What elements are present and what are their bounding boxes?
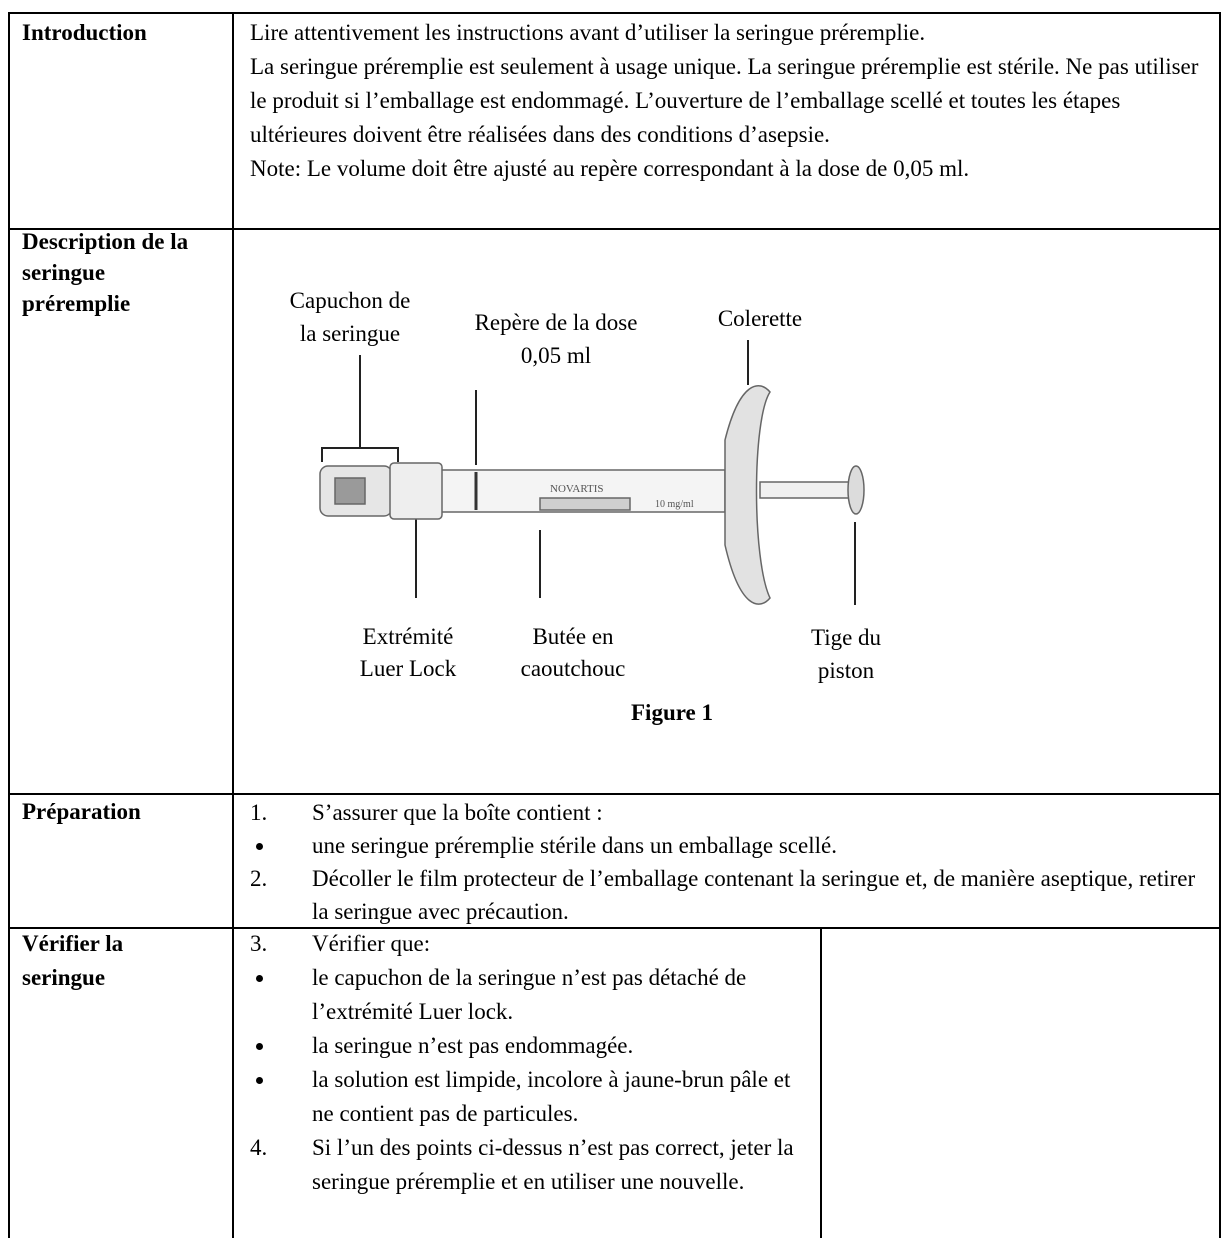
border bbox=[1219, 12, 1221, 1238]
figure-label: Capuchon de la seringue bbox=[290, 288, 411, 346]
syringe-print: 10 mg/ml bbox=[655, 499, 694, 510]
border bbox=[820, 927, 822, 1238]
item-text: la seringue n’est pas endommagée. bbox=[312, 1033, 634, 1058]
list-item: une seringue préremplie stérile dans un … bbox=[250, 829, 1205, 862]
figure: NOVARTIS 10 mg/ml Capuchon de la seringue… bbox=[290, 288, 882, 725]
text-line: Repère de la dose bbox=[475, 310, 638, 335]
list: 3. Vérifier que: le capuchon de la seringu… bbox=[250, 927, 810, 1199]
row-header: Introduction bbox=[22, 20, 147, 45]
border bbox=[8, 927, 1221, 929]
item-text: Si l’un des points ci-dessus n’est pas c… bbox=[312, 1135, 794, 1194]
cell: Lire attentivement les instructions avan… bbox=[250, 16, 1205, 186]
text-line: 0,05 ml bbox=[521, 343, 591, 368]
list-item: 1. S’assurer que la boîte contient : bbox=[250, 796, 1205, 829]
figure-label: Tige du piston bbox=[811, 625, 882, 683]
border bbox=[8, 793, 1221, 795]
text-line: piston bbox=[818, 658, 875, 683]
list-item: 4. Si l’un des points ci-dessus n’est pas… bbox=[250, 1131, 810, 1199]
list-item: la seringue n’est pas endommagée. bbox=[250, 1029, 810, 1063]
figure-label: Extrémité Luer Lock bbox=[360, 624, 457, 681]
border bbox=[232, 12, 234, 1238]
row-header: Préparation bbox=[22, 799, 141, 824]
text-line: Luer Lock bbox=[360, 656, 457, 681]
list-item: 2. Décoller le film protecteur de l’embal… bbox=[250, 862, 1205, 928]
text-line: Colerette bbox=[718, 306, 802, 331]
row-header: Description de la seringue préremplie bbox=[22, 229, 189, 316]
figure-label: Repère de la dose 0,05 ml bbox=[475, 310, 638, 368]
list-item: le capuchon de la seringue n’est pas dét… bbox=[250, 961, 810, 1029]
figure-label: Butée en caoutchouc bbox=[521, 624, 626, 681]
item-text: la solution est limpide, incolore à jaun… bbox=[312, 1067, 791, 1126]
list-marker: 3. bbox=[250, 931, 268, 956]
row-header: Vérifier la seringue bbox=[22, 931, 124, 990]
syringe-print: NOVARTIS bbox=[550, 483, 604, 495]
text-line: Butée en bbox=[532, 624, 614, 649]
list-item: 3. Vérifier que: bbox=[250, 927, 810, 961]
list-marker: 4. bbox=[250, 1135, 268, 1160]
figure-label: Colerette bbox=[718, 306, 802, 331]
border bbox=[8, 12, 10, 1238]
list-marker: 1. bbox=[250, 800, 268, 825]
paragraph: La seringue préremplie est seulement à u… bbox=[250, 54, 1199, 147]
item-text: S’assurer que la boîte contient : bbox=[312, 800, 603, 825]
item-text: Décoller le film protecteur de l’emballa… bbox=[312, 866, 1196, 924]
border bbox=[8, 228, 1221, 230]
item-text: le capuchon de la seringue n’est pas dét… bbox=[312, 965, 747, 1024]
figure-caption: Figure 1 bbox=[631, 700, 713, 725]
list-item: la solution est limpide, incolore à jaun… bbox=[250, 1063, 810, 1131]
text-line: caoutchouc bbox=[521, 656, 626, 681]
border bbox=[8, 12, 1221, 14]
item-text: Vérifier que: bbox=[312, 931, 431, 956]
text-line: Capuchon de bbox=[290, 288, 411, 313]
text-line: la seringue bbox=[300, 321, 400, 346]
text-line: Tige du bbox=[811, 625, 882, 650]
list-marker: 2. bbox=[250, 866, 268, 891]
list: 1. S’assurer que la boîte contient : une s… bbox=[250, 796, 1205, 928]
paragraph: Lire attentivement les instructions avan… bbox=[250, 20, 926, 45]
item-text: une seringue préremplie stérile dans un … bbox=[312, 833, 837, 858]
text-line: Extrémité bbox=[363, 624, 454, 649]
paragraph: Note: Le volume doit être ajusté au repè… bbox=[250, 156, 970, 181]
